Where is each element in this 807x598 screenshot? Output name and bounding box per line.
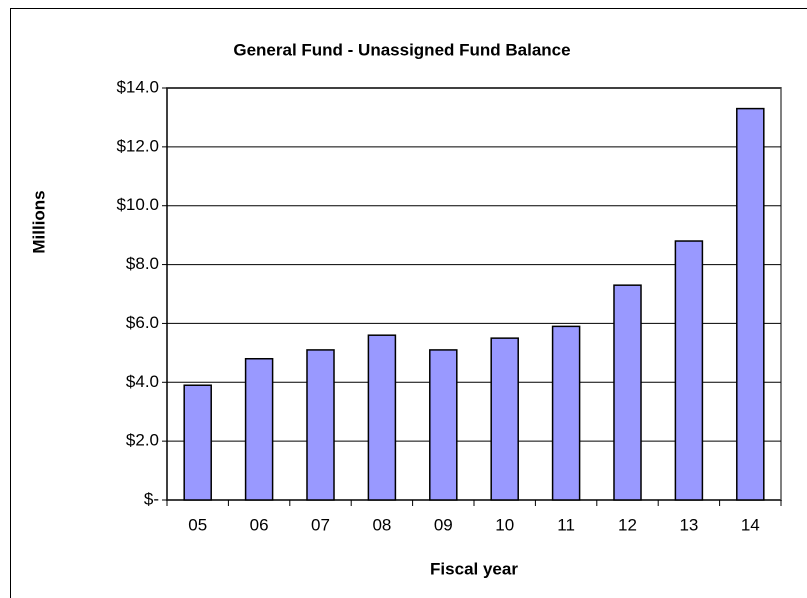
bar — [306, 349, 335, 501]
x-tick-label: 06 — [250, 515, 269, 534]
y-tick-label: $12.0 — [116, 136, 159, 155]
bar — [674, 240, 704, 501]
y-tick-label: $6.0 — [126, 313, 159, 332]
y-tick-label: $4.0 — [126, 372, 159, 391]
bar — [736, 107, 765, 501]
x-tick-label: 14 — [741, 515, 760, 534]
y-tick-label: $14.0 — [116, 77, 159, 96]
bar — [183, 384, 212, 501]
bar — [429, 349, 458, 501]
x-tick-label: 12 — [618, 515, 637, 534]
x-tick-label: 11 — [557, 515, 575, 534]
bar — [490, 337, 519, 501]
y-axis-label: Millions — [29, 190, 48, 253]
y-tick-label: $- — [144, 489, 159, 508]
x-tick-label: 09 — [434, 515, 453, 534]
x-tick-label: 10 — [495, 515, 514, 534]
x-tick-label: 13 — [679, 515, 698, 534]
x-tick-label: 05 — [188, 515, 207, 534]
bar — [551, 325, 581, 501]
x-tick-label: 07 — [311, 515, 330, 534]
x-tick-label: 08 — [372, 515, 391, 534]
chart-title: General Fund - Unassigned Fund Balance — [233, 40, 570, 59]
bar — [613, 284, 642, 501]
x-axis-label: Fiscal year — [430, 559, 518, 578]
y-tick-label: $10.0 — [116, 195, 159, 214]
bar — [244, 357, 274, 501]
y-tick-label: $2.0 — [126, 431, 159, 450]
bar — [367, 334, 397, 501]
y-tick-label: $8.0 — [126, 254, 159, 273]
